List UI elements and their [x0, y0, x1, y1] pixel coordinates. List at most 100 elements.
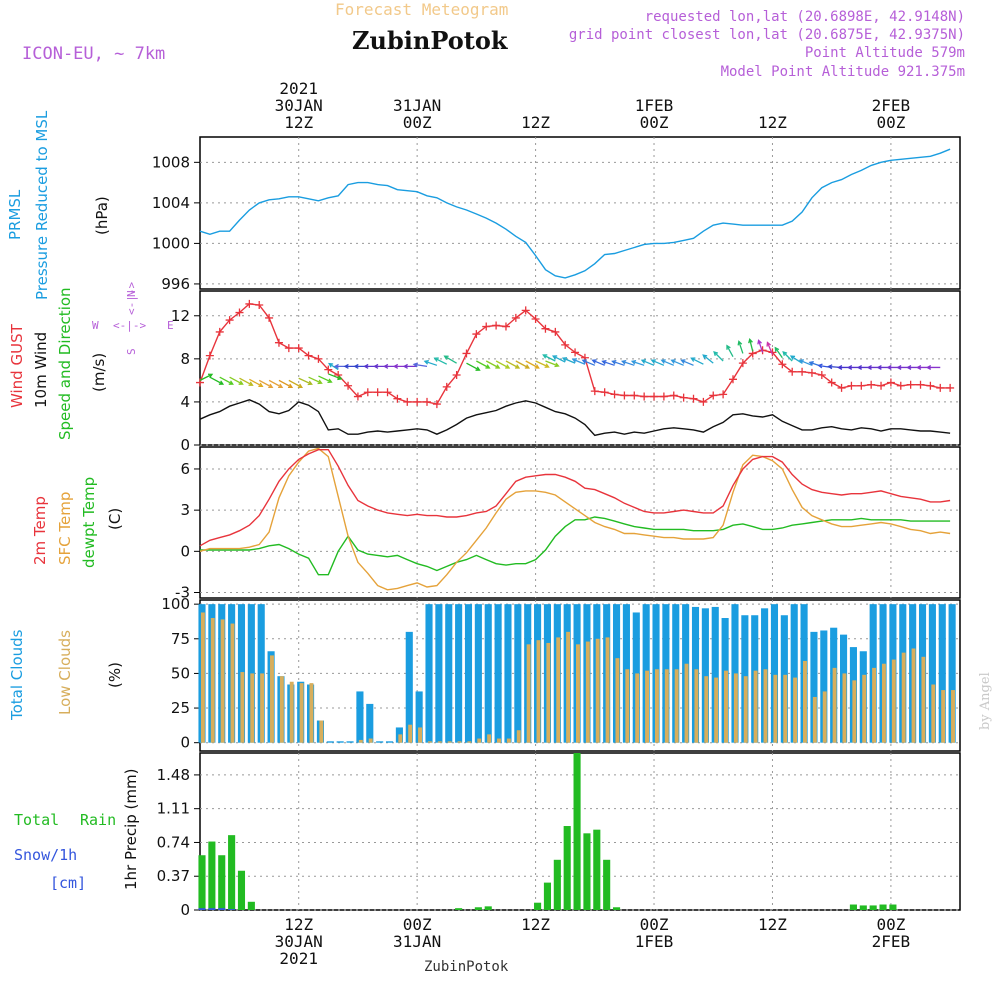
rain-label-rain: Rain [80, 811, 116, 829]
rain-bar [889, 904, 897, 910]
total-cloud-bar [928, 604, 936, 743]
total-cloud-bar [711, 606, 719, 743]
top-time-label: 30JAN [275, 96, 323, 115]
low-cloud-bar [309, 683, 314, 743]
snow-unit-label: [cm] [50, 874, 86, 892]
wind-direction-arrow [278, 379, 294, 389]
station-name: ZubinPotok [352, 26, 508, 55]
rain-bar [198, 855, 206, 910]
bottom-time-label: 2FEB [872, 932, 911, 951]
dewpt-label: dewpt Temp [80, 477, 98, 568]
clouds-ytick-label: 50 [171, 664, 190, 682]
total-cloud-bar [425, 604, 433, 743]
wind-direction-arrow [713, 351, 724, 362]
total-cloud-bar [435, 604, 443, 743]
wind-ytick-label: 4 [180, 393, 190, 411]
wind-gust-marker [521, 306, 530, 315]
wind-gust-marker [669, 391, 678, 400]
wind-gust-marker [936, 383, 945, 392]
total-cloud-bar [494, 604, 502, 743]
low-cloud-bar [447, 741, 452, 743]
low-cloud-bar [625, 669, 630, 743]
wind-gust-marker [413, 397, 422, 406]
wind-direction-arrow [650, 359, 665, 366]
wind-direction-arrow [766, 341, 774, 355]
low-cloud-bar [901, 652, 906, 743]
wind-gust-marker [531, 315, 540, 323]
low-cloud-bar [299, 683, 304, 743]
snow-label: Snow/1h [14, 846, 77, 864]
low-cloud-bar [279, 676, 284, 743]
low-cloud-bar [585, 641, 590, 743]
wind-direction-arrow [670, 359, 684, 366]
low-cloud-bar [812, 696, 817, 743]
low-cloud-bar [437, 741, 442, 743]
point-altitude: Point Altitude 579m [804, 45, 965, 61]
wind-gust-marker [373, 388, 382, 397]
clouds-ytick-label: 75 [171, 630, 190, 648]
wind-gust-marker [245, 299, 254, 308]
wind-gust-marker [274, 338, 283, 347]
rain-bar [228, 835, 236, 910]
top-time-label: 12Z [758, 113, 787, 132]
total-cloud-bar [820, 630, 828, 743]
total-cloud-bar [484, 604, 492, 743]
wind-direction-label: Speed and Direction [56, 287, 74, 440]
wind-direction-arrow [782, 351, 793, 362]
low-cloud-bar [319, 720, 324, 743]
total-cloud-bar [376, 741, 384, 743]
low-cloud-bar [654, 669, 659, 743]
wind-gust-marker [768, 348, 777, 357]
compass-south: S [125, 348, 138, 355]
wind-direction-arrow [412, 362, 428, 368]
pressure-label-full: Pressure Reduced to MSL [33, 110, 51, 300]
rain-bar [474, 907, 482, 910]
low-cloud-bar [457, 741, 462, 743]
wind-gust-marker [255, 301, 264, 309]
wind-direction-arrow [199, 373, 214, 381]
wind-direction-arrow [423, 359, 438, 366]
wind-direction-arrow [525, 360, 540, 369]
wind-direction-arrow [318, 375, 333, 383]
low-cloud-bar [684, 663, 689, 743]
wind-gust-marker [906, 380, 915, 389]
rain-bar [612, 907, 621, 910]
wind-gust-marker [916, 380, 925, 389]
wind-gust-label: Wind GUST [8, 323, 26, 408]
wind-gust-marker [324, 365, 333, 374]
wind-gust-marker [452, 371, 461, 379]
wind-direction-arrow [239, 377, 254, 386]
wind-gust-marker [640, 392, 649, 401]
bottom-time-label: 00Z [876, 915, 905, 934]
wind-gust-marker [511, 313, 520, 322]
wind-gust-marker [837, 383, 846, 392]
top-time-label: 00Z [876, 113, 905, 132]
low-cloud-bar [398, 734, 403, 743]
bottom-time-label: 30JAN [275, 932, 323, 951]
rain-bar [543, 882, 552, 910]
precip-ytick-label: 1.48 [157, 766, 190, 784]
low-cloud-bar [408, 724, 413, 743]
wind-direction-arrow [466, 362, 481, 371]
low-clouds-label: Low Clouds [56, 630, 74, 715]
total-cloud-bar [770, 604, 779, 743]
top-time-label: 1FEB [635, 96, 674, 115]
wind-direction-arrow [268, 379, 284, 389]
wind-gust-marker [946, 383, 955, 392]
low-cloud-bar [921, 656, 926, 743]
low-cloud-bar [605, 637, 610, 743]
wind-gust-marker [571, 348, 580, 357]
rain-bar [237, 870, 246, 910]
wind-gust-marker [798, 367, 807, 376]
precip-ytick-label: 0.74 [157, 833, 190, 851]
bottom-time-label: 2021 [279, 949, 318, 968]
low-cloud-bar [575, 644, 580, 743]
sfc-temp-label: SFC Temp [56, 492, 74, 565]
wind-gust-marker [896, 381, 905, 390]
low-cloud-bar [803, 660, 807, 743]
wind-direction-arrow [402, 363, 418, 369]
wind-direction-arrow [737, 340, 744, 354]
total-clouds-label: Total Clouds [8, 629, 26, 721]
low-cloud-bar [743, 676, 748, 743]
wind-direction-arrow [748, 337, 754, 352]
